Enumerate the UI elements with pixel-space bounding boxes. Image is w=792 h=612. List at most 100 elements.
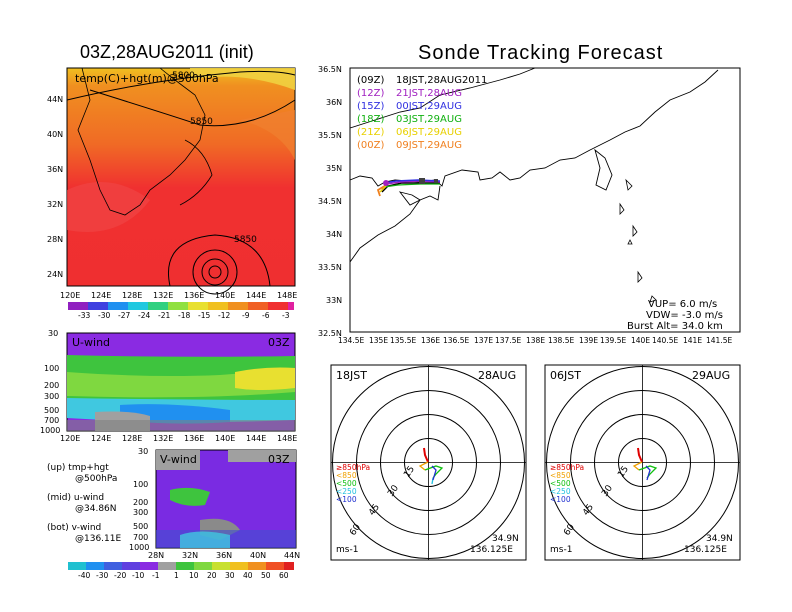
left-title: 03Z,28AUG2011 (init) xyxy=(80,42,254,62)
polar-left-pressure-0: ≥850hPa xyxy=(336,463,370,472)
track-x-tick: 141E xyxy=(683,336,702,345)
note-bot-2: @136.11E xyxy=(75,534,121,544)
track-x-tick: 139.5E xyxy=(600,336,626,345)
map-panel-label: temp(C)+hgt(m)@500hPa xyxy=(75,72,219,85)
colorbar-label: -6 xyxy=(262,311,270,320)
colorbar-label: -33 xyxy=(78,311,90,320)
u-x-tick: 148E xyxy=(277,434,297,443)
map-y-ticks: 44N 40N 36N 32N 28N 24N xyxy=(47,95,63,279)
u-y-tick: 500 xyxy=(44,406,59,415)
wind-colorbar-label: 30 xyxy=(225,571,235,580)
track-x-tick: 137E xyxy=(474,336,493,345)
map-y-tick: 44N xyxy=(47,95,63,104)
legend-run-18z: (18Z) xyxy=(357,114,384,125)
track-x-tick: 137.5E xyxy=(495,336,521,345)
colorbar-label: -24 xyxy=(138,311,150,320)
track-x-tick: 135.5E xyxy=(390,336,416,345)
note-mid-1: (mid) u-wind xyxy=(47,493,104,503)
track-x-tick: 139E xyxy=(579,336,598,345)
polar-right-pressure-1: <850 xyxy=(550,471,571,480)
v-y-tick: 500 xyxy=(133,522,148,531)
v-x-tick: 32N xyxy=(182,551,198,560)
u-x-tick: 132E xyxy=(153,434,173,443)
legend-run-15z: (15Z) xyxy=(357,101,384,112)
v-y-tick: 200 xyxy=(133,498,148,507)
polar-left-lon: 136.125E xyxy=(470,545,513,555)
polar-left-pressure-1: <850 xyxy=(336,471,357,480)
polar-plot-left: 18JST 28AUG 15 30 45 60 ≥850hPa <850 <50… xyxy=(330,364,527,561)
contour-label-top: 5800 xyxy=(172,71,195,81)
legend-text-12z: 21JST,28AUG xyxy=(396,88,462,99)
wind-colorbar-label: 50 xyxy=(261,571,271,580)
vdw-text: VDW= -3.0 m/s xyxy=(646,310,723,321)
wind-colorbar-labels: -40 -30 -20 -10 -1 1 10 20 30 40 50 60 xyxy=(78,571,289,580)
colorbar-label: -18 xyxy=(178,311,190,320)
track-y-tick: 36N xyxy=(326,98,342,107)
u-wind-x-ticks: 120E 124E 128E 132E 136E 140E 144E 148E xyxy=(60,434,297,443)
wind-colorbar-label: 1 xyxy=(174,571,179,580)
map-y-tick: 36N xyxy=(47,165,63,174)
polar-plot-right: 06JST 29AUG 15 30 45 60 ≥850hPa <850 <50… xyxy=(544,364,741,561)
legend-run-21z: (21Z) xyxy=(357,127,384,138)
u-y-tick: 100 xyxy=(44,364,59,373)
u-y-tick: 30 xyxy=(48,329,58,338)
track-x-tick: 138E xyxy=(526,336,545,345)
polar-left-pressure-4: <100 xyxy=(336,495,357,504)
colorbar-label: -15 xyxy=(198,311,210,320)
polar-right-lon: 136.125E xyxy=(684,545,727,555)
polar-right-pressure-3: <250 xyxy=(550,487,571,496)
note-mid-2: @34.86N xyxy=(75,504,117,514)
track-x-tick: 136.5E xyxy=(443,336,469,345)
track-y-tick: 36.5N xyxy=(318,65,342,74)
track-map xyxy=(349,67,741,333)
temperature-colorbar xyxy=(68,302,294,310)
colorbar-label: -30 xyxy=(98,311,110,320)
wind-colorbar-label: 40 xyxy=(243,571,253,580)
legend-text-00z: 09JST,29AUG xyxy=(396,140,462,151)
temperature-colorbar-labels: -33 -30 -27 -24 -21 -18 -15 -12 -9 -6 -3 xyxy=(78,311,290,320)
v-wind-x-ticks: 28N 32N 36N 40N 44N xyxy=(148,551,300,560)
contour-label-1: 5850 xyxy=(190,117,213,127)
note-up-1: (up) tmp+hgt xyxy=(47,463,109,473)
legend-run-12z: (12Z) xyxy=(357,88,384,99)
map-y-tick: 40N xyxy=(47,130,63,139)
map-x-tick: 124E xyxy=(91,291,111,300)
v-y-tick: 300 xyxy=(133,508,148,517)
contour-label-2: 5850 xyxy=(234,235,257,245)
u-wind-y-ticks: 30 100 200 300 500 700 1000 xyxy=(40,329,60,435)
polar-right-time: 06JST xyxy=(550,369,581,382)
polar-left-pressure-3: <250 xyxy=(336,487,357,496)
colorbar-label: -21 xyxy=(158,311,170,320)
u-x-tick: 124E xyxy=(91,434,111,443)
track-x-tick: 135E xyxy=(369,336,388,345)
right-title: Sonde Tracking Forecast xyxy=(418,42,664,64)
u-y-tick: 1000 xyxy=(40,426,60,435)
note-up-2: @500hPa xyxy=(75,474,117,484)
track-y-tick: 33N xyxy=(326,296,342,305)
v-y-tick: 1000 xyxy=(129,543,149,552)
track-legend: (09Z) 18JST,28AUG2011 (12Z) 21JST,28AUG … xyxy=(357,75,487,151)
colorbar-label: -9 xyxy=(242,311,250,320)
track-x-ticks: 134.5E 135E 135.5E 136E 136.5E 137E 137.… xyxy=(338,336,732,345)
legend-run-09z: (09Z) xyxy=(357,75,384,86)
v-y-tick: 100 xyxy=(133,480,148,489)
polar-left-pressure-2: <500 xyxy=(336,479,357,488)
u-wind-panel: U-wind 03Z xyxy=(66,332,296,432)
polar-left-date: 28AUG xyxy=(478,369,516,382)
legend-text-15z: 00JST,29AUG xyxy=(396,101,462,112)
polar-right-date: 29AUG xyxy=(692,369,730,382)
polar-left-time: 18JST xyxy=(336,369,367,382)
panel-notes: (up) tmp+hgt @500hPa (mid) u-wind @34.86… xyxy=(47,463,121,544)
track-y-tick: 35N xyxy=(326,164,342,173)
legend-run-00z: (00Z) xyxy=(357,140,384,151)
v-y-tick: 30 xyxy=(138,447,148,456)
map-x-tick: 120E xyxy=(60,291,80,300)
map-y-tick: 32N xyxy=(47,200,63,209)
u-y-tick: 700 xyxy=(44,416,59,425)
track-params: VUP= 6.0 m/s VDW= -3.0 m/s Burst Alt= 34… xyxy=(627,299,723,332)
v-wind-y-ticks: 30 100 200 300 500 700 1000 xyxy=(129,447,149,552)
polar-right-unit: ms-1 xyxy=(550,545,572,555)
legend-text-09z: 18JST,28AUG2011 xyxy=(396,75,487,86)
u-x-tick: 128E xyxy=(122,434,142,443)
